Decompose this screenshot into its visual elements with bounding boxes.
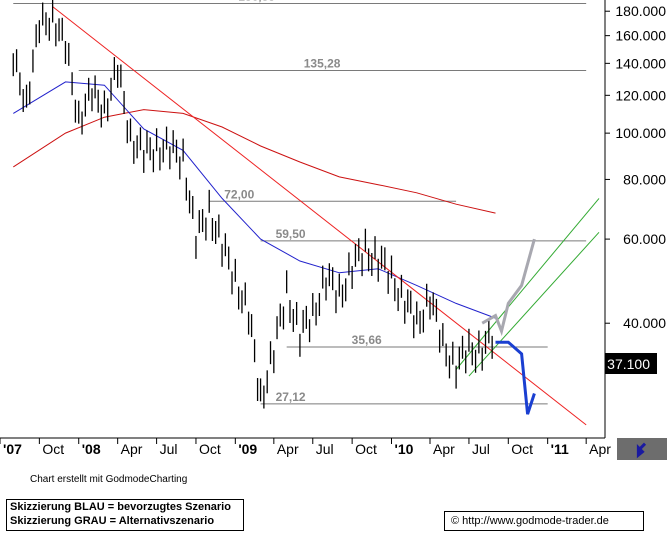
level-label: 59,50	[276, 227, 306, 241]
trend-lines	[52, 6, 600, 426]
channel-line	[455, 198, 600, 370]
x-tick-label: '10	[394, 441, 413, 457]
x-tick-label: Jul	[316, 441, 334, 457]
legend-blue-scenario: Skizzierung BLAU = bevorzugtes Szenario	[10, 501, 231, 513]
plot-area	[0, 0, 605, 438]
arrow-cursor-glyph	[636, 442, 647, 459]
sma-slow-line	[13, 109, 496, 214]
copyright-symbol: ©	[451, 515, 460, 527]
arrow-cursor-icon[interactable]	[617, 438, 667, 460]
y-tick-label: 80.000	[623, 171, 666, 187]
y-tick-label: 60.000	[623, 231, 666, 247]
level-label: 27,12	[276, 390, 306, 404]
x-tick-label: Oct	[42, 441, 64, 457]
last-price-label: 37.100	[607, 356, 650, 372]
y-tick-label: 100.000	[615, 125, 666, 141]
chart-credit: Chart erstellt mit GodmodeCharting	[30, 474, 188, 485]
source-link[interactable]: © http://www.godmode-trader.de	[444, 511, 644, 531]
moving-averages	[13, 81, 496, 319]
x-tick-label: '11	[551, 441, 569, 457]
sma-fast-line	[13, 81, 496, 319]
x-tick-label: Jul	[160, 441, 178, 457]
price-series	[12, 0, 493, 409]
scenario-blue-path	[495, 340, 536, 415]
downtrend-line	[52, 6, 587, 426]
x-tick-label: Apr	[277, 441, 299, 457]
y-tick-label: 140.000	[615, 55, 666, 71]
last-price-box	[605, 353, 657, 374]
level-label: 135,28	[304, 56, 341, 70]
scenario-sketches	[481, 238, 536, 415]
y-tick-label: 40.000	[623, 315, 666, 331]
level-label: 35,66	[352, 333, 382, 347]
channel-line	[468, 231, 600, 377]
level-label: 72,00	[224, 187, 254, 201]
x-tick-label: Apr	[121, 441, 143, 457]
x-tick-label: '08	[82, 441, 101, 457]
x-tick-label: '09	[238, 441, 257, 457]
y-axis: 180.000 160.000 140.000 120.000 100.000 80.00…	[605, 3, 666, 331]
x-tick-label: '07	[3, 441, 22, 457]
level-label: 186,85	[238, 0, 275, 3]
x-axis: '07 Oct '08 Apr Jul Oct '09 Apr Jul Oct '10 Apr Jul O…	[0, 438, 611, 457]
x-tick-label: Apr	[589, 441, 611, 457]
y-tick-label: 180.000	[615, 3, 666, 19]
x-axis-band	[0, 439, 605, 459]
legend-grey-scenario: Skizzierung GRAU = Alternativszenario	[10, 515, 215, 527]
y-tick-label: 160.000	[615, 28, 666, 44]
scenario-legend: Skizzierung BLAU = bevorzugtes Szenario …	[6, 499, 244, 531]
x-tick-label: Oct	[511, 441, 533, 457]
x-tick-label: Oct	[355, 441, 377, 457]
x-tick-label: Jul	[472, 441, 490, 457]
y-tick-label: 120.000	[615, 87, 666, 103]
support-resistance-levels: 186,85 135,28 72,00 59,50 35,66 27,12	[13, 0, 587, 405]
x-tick-label: Oct	[199, 441, 221, 457]
scenario-grey-path	[481, 238, 536, 337]
source-url: http://www.godmode-trader.de	[462, 515, 609, 527]
x-tick-label: Apr	[433, 441, 455, 457]
